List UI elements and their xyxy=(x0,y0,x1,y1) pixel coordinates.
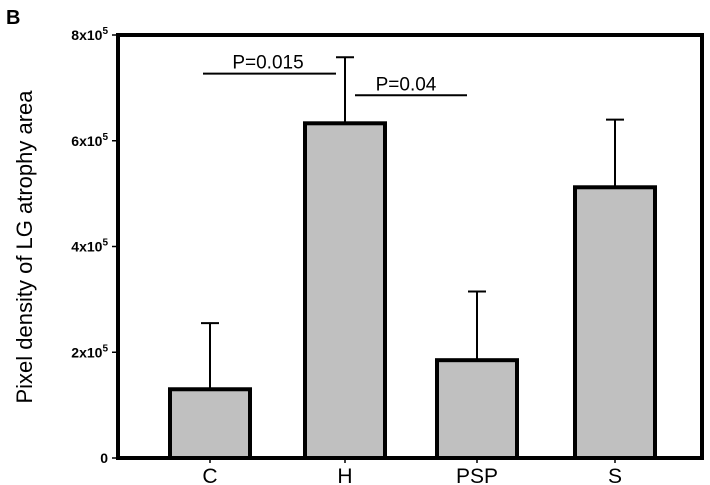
x-tick-label-s: S xyxy=(608,465,622,485)
y-tick-label: 8x105 xyxy=(71,26,108,43)
y-axis-label: Pixel density of LG atrophy area xyxy=(12,90,37,404)
x-tick-label-h: H xyxy=(337,465,352,485)
bar-c xyxy=(168,387,252,461)
error-bars-layer xyxy=(201,56,624,390)
x-tick-label-psp: PSP xyxy=(456,465,498,485)
bar-psp xyxy=(435,358,519,460)
x-tick-label-c: C xyxy=(202,465,217,485)
significance-label-2: P=0.04 xyxy=(376,74,437,95)
ticks-layer: C H PSP S 0 2x105 4x105 6x105 8x105 xyxy=(71,26,622,485)
y-tick-label: 4x105 xyxy=(71,238,108,255)
panel-label: B xyxy=(6,7,20,29)
significance-label-1: P=0.015 xyxy=(232,53,303,74)
annotations-layer: P=0.015 P=0.04 xyxy=(203,53,467,97)
bar-h xyxy=(303,121,387,461)
bars-layer xyxy=(168,121,657,461)
y-tick-label: 2x105 xyxy=(71,343,108,360)
bar-s xyxy=(573,185,657,460)
y-tick-label: 0 xyxy=(100,450,108,466)
y-tick-label: 6x105 xyxy=(71,132,108,149)
